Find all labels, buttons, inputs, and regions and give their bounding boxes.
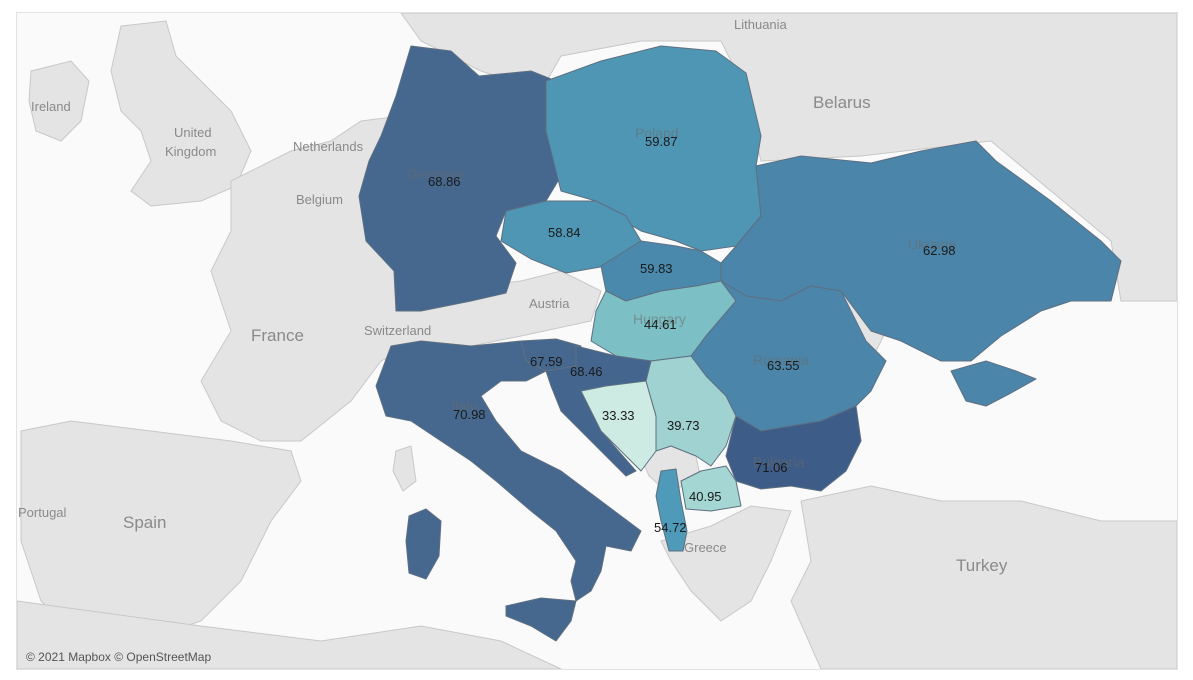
value-croatia: 68.46 — [570, 364, 603, 379]
region-albania[interactable] — [655, 468, 688, 552]
region-name-bulgaria: Bulgaria — [753, 454, 805, 470]
label-portugal: Portugal — [18, 505, 67, 520]
label-belgium: Belgium — [296, 192, 343, 207]
region-name-germany: Germany — [407, 166, 465, 182]
label-united: United — [174, 125, 212, 140]
region-italy-sicily[interactable] — [505, 597, 577, 642]
label-greece: Greece — [684, 540, 727, 555]
region-name-hungary: Hungary — [633, 311, 686, 327]
value-italy: 70.98 — [453, 407, 486, 422]
label-austria: Austria — [529, 296, 570, 311]
choropleth-layer — [358, 45, 1122, 642]
label-kingdom: Kingdom — [165, 144, 216, 159]
value-slovenia: 67.59 — [530, 354, 563, 369]
value-poland: 59.87 — [645, 134, 678, 149]
value-germany: 68.86 — [428, 174, 461, 189]
region-name-italy: Italy — [451, 398, 477, 414]
label-belarus: Belarus — [813, 93, 871, 112]
label-spain: Spain — [123, 513, 166, 532]
value-ukraine: 62.98 — [923, 243, 956, 258]
label-ireland: Ireland — [31, 99, 71, 114]
region-serbia[interactable] — [645, 355, 737, 467]
background-land — [17, 13, 1177, 669]
region-north-macedonia[interactable] — [680, 465, 742, 512]
region-italy-sardinia[interactable] — [405, 508, 442, 580]
value-slovakia: 59.83 — [640, 261, 673, 276]
label-lithuania: Lithuania — [734, 17, 788, 32]
value-romania: 63.55 — [767, 358, 800, 373]
value-hungary: 44.61 — [644, 317, 677, 332]
label-france: France — [251, 326, 304, 345]
value-albania: 54.72 — [654, 520, 687, 535]
map-attribution: © 2021 Mapbox © OpenStreetMap — [26, 650, 212, 664]
label-turkey: Turkey — [956, 556, 1008, 575]
value-bosnia: 33.33 — [602, 408, 635, 423]
value-czechia: 58.84 — [548, 225, 581, 240]
region-name-ukraine: Ukraine — [908, 236, 956, 252]
region-germany[interactable] — [358, 45, 562, 312]
region-name-poland: Poland — [635, 125, 679, 141]
region-ukraine-crimea[interactable] — [950, 360, 1037, 407]
region-italy[interactable] — [375, 340, 642, 602]
value-serbia: 39.73 — [667, 418, 700, 433]
map-canvas[interactable]: Lithuania Belarus Ireland United Kingdom… — [16, 12, 1178, 670]
label-netherlands: Netherlands — [293, 139, 364, 154]
value-north-macedonia: 40.95 — [689, 489, 722, 504]
value-bulgaria: 71.06 — [755, 460, 788, 475]
label-switzerland: Switzerland — [364, 323, 431, 338]
region-name-romania: Romania — [753, 352, 809, 368]
